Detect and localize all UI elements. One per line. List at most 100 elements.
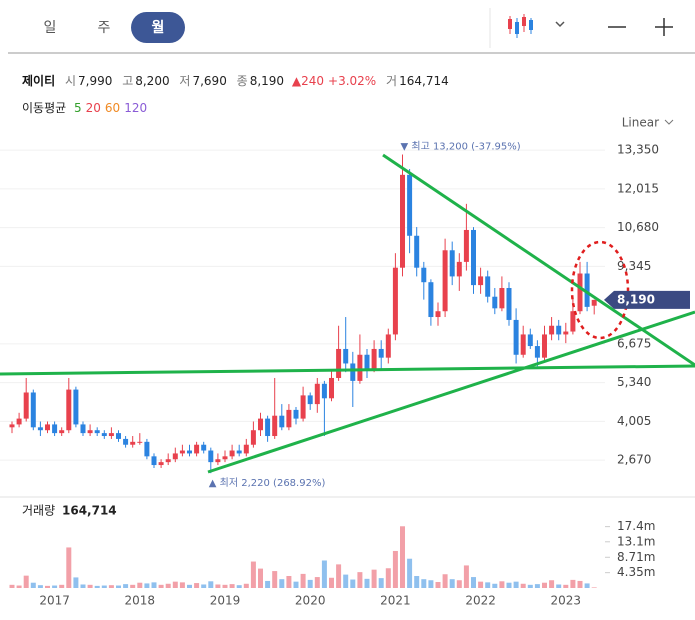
candle-body: [116, 433, 121, 439]
volume-bar: [243, 583, 249, 588]
x-tick-label: 2022: [465, 594, 496, 608]
volume-bar: [151, 582, 157, 588]
candle-body: [101, 433, 107, 437]
tab[interactable]: 일: [44, 20, 57, 36]
annotation: ▲ 최저 2,220 (268.92%): [209, 477, 326, 489]
candle-body: [222, 456, 228, 460]
volume-bar: [37, 585, 43, 588]
x-tick-label: 2021: [380, 594, 411, 608]
chart-type-icon[interactable]: [508, 14, 533, 38]
candle-body: [549, 325, 555, 335]
volume-bar: [52, 585, 58, 588]
volume-bar: [534, 584, 540, 588]
volume-bar: [435, 582, 441, 588]
x-tick-label: 2017: [39, 594, 70, 608]
stock-info: 제이티 시 7,990 고 8,200 저 7,690 종 8,190 ▲240 +3.0…: [22, 73, 449, 88]
legend-item: 5: [74, 101, 82, 115]
scale-dropdown[interactable]: [664, 119, 674, 125]
candle-body: [563, 331, 569, 335]
candle-body: [258, 418, 263, 431]
y-tick-label: 4,005: [617, 414, 651, 428]
volume-bar: [59, 584, 65, 588]
candle-body: [66, 389, 72, 431]
volume-bar: [378, 578, 384, 588]
candle-body: [45, 424, 50, 431]
volume-bar: [208, 581, 214, 588]
volume-bar: [250, 561, 256, 588]
candle-body: [527, 334, 533, 347]
volume-bar: [116, 585, 121, 588]
candle-body: [165, 459, 171, 463]
candle-body: [463, 229, 469, 262]
candle-body: [506, 288, 512, 320]
zoom-in[interactable]: [655, 18, 673, 36]
volume-bar: [449, 579, 455, 588]
volume-bar: [357, 572, 363, 588]
candle-body: [80, 424, 86, 434]
candle-body: [542, 334, 547, 358]
tab[interactable]: 주: [98, 20, 111, 36]
candle-body: [9, 424, 15, 428]
highlight-ellipse: [570, 240, 630, 340]
volume-bar: [577, 580, 583, 588]
candle-body: [179, 450, 185, 454]
candle-body: [208, 450, 214, 463]
volume-bar: [272, 571, 278, 588]
volume-bar: [123, 584, 129, 588]
scale-label[interactable]: Linear: [622, 116, 659, 130]
volume-bar: [478, 581, 484, 588]
candle-body: [534, 346, 540, 358]
candle-body: [385, 334, 391, 358]
candle-body: [364, 354, 370, 370]
volume-bar: [542, 582, 547, 588]
volume-bar: [66, 547, 72, 588]
volume-bar: [300, 573, 306, 588]
volume-tick-label: 17.4m: [617, 519, 655, 533]
volume-bar: [392, 550, 398, 588]
candle-body: [158, 462, 164, 466]
volume-bar: [293, 581, 299, 588]
candle-body: [144, 441, 150, 457]
volume-tick-label: 4.35m: [617, 565, 655, 579]
volume-bar: [165, 583, 171, 588]
legend-item: 20: [86, 101, 101, 115]
candle-body: [265, 418, 271, 437]
y-tick-label: 12,015: [617, 181, 659, 195]
candle-body: [456, 261, 462, 277]
y-tick-label: 2,670: [617, 453, 651, 467]
candle-body: [400, 174, 405, 268]
volume-bar: [229, 584, 235, 588]
candle-body: [350, 363, 356, 381]
candle-body: [137, 441, 143, 443]
candle-body: [23, 392, 29, 419]
candle-body: [229, 450, 235, 457]
candle-body: [123, 438, 129, 445]
volume-bar: [570, 579, 576, 588]
volume-bar: [215, 584, 221, 588]
candle-body: [471, 229, 476, 286]
candle-body: [307, 395, 313, 405]
volume-bar: [485, 582, 491, 588]
candle-body: [492, 296, 498, 309]
volume-bar: [520, 583, 526, 588]
annotation: ▼ 최고 13,200 (-37.95%): [401, 141, 521, 153]
volume-bar: [307, 579, 313, 588]
volume-bar: [172, 581, 178, 588]
tab[interactable]: 월: [152, 19, 165, 36]
ma-legend: 이동평균 5 20 60 120: [22, 101, 147, 115]
candle-body: [513, 319, 519, 355]
candle-body: [556, 325, 562, 335]
tab-highlight[interactable]: [131, 12, 185, 43]
candle-body: [378, 348, 384, 358]
volume-bar: [279, 579, 285, 588]
volume-bar: [73, 577, 79, 588]
candle-body: [520, 334, 526, 355]
volume-bar: [137, 582, 143, 588]
volume-bar: [463, 565, 469, 588]
dropdown-icon[interactable]: [555, 21, 565, 28]
candle-body: [59, 430, 65, 434]
candle-body: [293, 409, 299, 419]
volume-bar: [364, 578, 370, 588]
candle-body: [215, 459, 221, 463]
candle-body: [314, 383, 320, 405]
